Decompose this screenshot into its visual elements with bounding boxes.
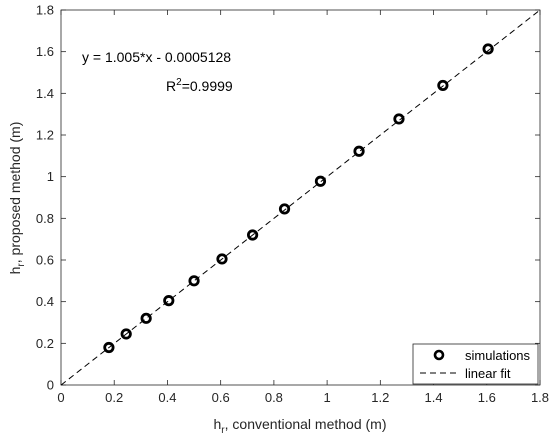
data-point-9: [353, 145, 365, 157]
x-axis-label: hr, conventional method (m): [214, 416, 387, 436]
legend-marker-simulations: [433, 349, 445, 361]
data-point-6: [247, 229, 259, 241]
data-point-7: [278, 203, 291, 215]
y-tick-label-8: 1.6: [36, 44, 54, 59]
y-tick-label-2: 0.4: [36, 294, 54, 309]
y-tick-label-7: 1.4: [36, 86, 54, 101]
data-point-4: [188, 275, 200, 287]
svg-text:R2=0.9999: R2=0.9999: [166, 77, 233, 94]
y-tick-label-5: 1: [47, 169, 54, 184]
linear-fit-line: [60, 9, 541, 386]
axis-ticks: 0 0.2 0.4 0.6 0.8 1 1.2 1.4 1.6 1.8 0 0.2 0.4 0.6 0.8 1…: [36, 3, 549, 406]
x-tick-label-7: 1.4: [425, 390, 443, 405]
equation-text: y = 1.005*x - 0.0005128: [82, 49, 231, 65]
legend: simulations linear fit: [412, 343, 539, 385]
y-tick-label-9: 1.8: [36, 3, 54, 18]
data-point-10: [393, 113, 405, 125]
fit-line-group: [60, 9, 541, 386]
data-point-11: [437, 79, 449, 92]
y-tick-label-1: 0.2: [36, 336, 54, 351]
data-point-5: [216, 253, 228, 265]
x-tick-label-2: 0.4: [158, 390, 176, 405]
r2-prefix: R: [166, 78, 176, 94]
legend-box: [412, 343, 539, 385]
y-tick-label-3: 0.6: [36, 253, 54, 268]
data-points: [103, 43, 494, 354]
legend-label-simulations: simulations: [465, 348, 531, 363]
data-point-8: [314, 175, 327, 187]
y-axis-label: hr, proposed method (m): [7, 122, 27, 275]
data-point-1: [120, 328, 132, 340]
data-point-3: [163, 295, 175, 307]
data-point-2: [140, 312, 152, 324]
data-point-0: [103, 341, 115, 354]
x-tick-label-9: 1.8: [531, 390, 549, 405]
legend-label-linear-fit: linear fit: [465, 366, 511, 381]
r2-superscript: 2: [176, 77, 182, 88]
r2-value: =0.9999: [182, 78, 233, 94]
y-tick-label-4: 0.8: [36, 211, 54, 226]
x-tick-label-0: 0: [57, 390, 64, 405]
r-squared-annotation: R2=0.9999: [166, 77, 233, 94]
data-point-12: [482, 43, 494, 55]
y-tick-label-0: 0: [47, 378, 54, 393]
x-tick-label-5: 1: [323, 390, 330, 405]
equation-annotation: y = 1.005*x - 0.0005128: [82, 49, 231, 65]
x-tick-label-1: 0.2: [105, 390, 123, 405]
x-tick-label-4: 0.8: [265, 390, 283, 405]
x-tick-label-6: 1.2: [371, 390, 389, 405]
x-tick-label-8: 1.6: [478, 390, 496, 405]
x-tick-label-3: 0.6: [212, 390, 230, 405]
y-tick-label-6: 1.2: [36, 128, 54, 143]
